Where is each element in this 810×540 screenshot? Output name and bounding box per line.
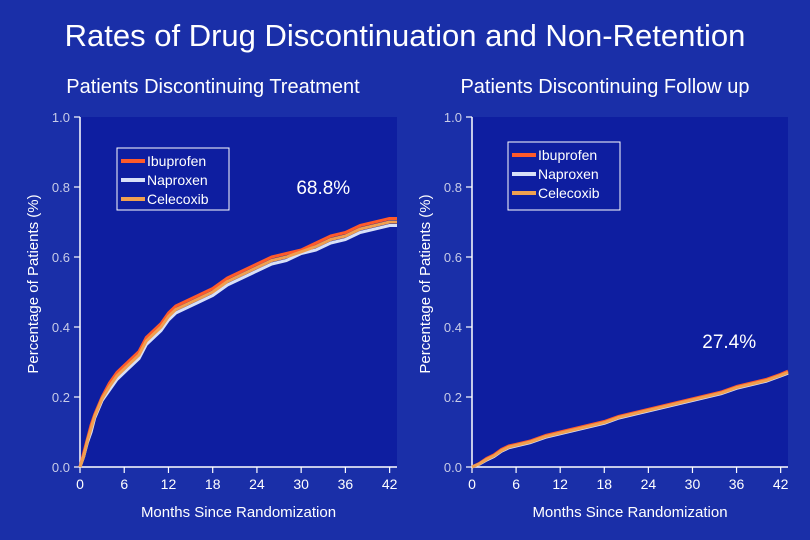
y-tick-label: 0.2 [444,390,462,405]
y-tick-label: 0.6 [444,250,462,265]
x-tick-label: 6 [120,476,128,492]
y-tick-label: 0.8 [444,180,462,195]
legend-label-ibuprofen: Ibuprofen [538,147,597,163]
x-tick-label: 12 [552,476,568,492]
x-tick-label: 24 [249,476,265,492]
x-axis-label: Months Since Randomization [141,504,336,521]
legend-label-celecoxib: Celecoxib [538,185,600,201]
x-tick-label: 36 [338,476,354,492]
x-tick-label: 18 [596,476,612,492]
chart-title: Patients Discontinuing Treatment [66,76,360,98]
y-tick-label: 1.0 [444,110,462,125]
annotation-value: 27.4% [702,332,756,353]
legend-label-celecoxib: Celecoxib [147,191,209,207]
y-tick-label: 0.4 [52,320,70,335]
x-tick-label: 24 [641,476,657,492]
legend-label-ibuprofen: Ibuprofen [147,153,206,169]
chart-panel-1: Patients Discontinuing Treatment 0.0 0.2 0.… [25,76,398,521]
x-tick-label: 30 [685,476,701,492]
x-tick-label: 30 [293,476,309,492]
y-axis-label: Percentage of Patients (%) [25,194,42,373]
x-tick-label: 18 [205,476,221,492]
x-tick-label: 6 [512,476,520,492]
x-tick-label: 42 [773,476,789,492]
x-tick-label: 36 [729,476,745,492]
y-tick-label: 1.0 [52,110,70,125]
series-line-celecoxib [78,220,397,468]
x-tick-label: 12 [161,476,177,492]
x-tick-label: 0 [76,476,84,492]
slide-title: Rates of Drug Discontinuation and Non-Re… [64,18,746,53]
legend: Ibuprofen Naproxen Celecoxib [507,141,621,211]
x-axis-label: Months Since Randomization [532,504,727,521]
y-tick-label: 0.8 [52,180,70,195]
series-line-celecoxib [471,371,789,469]
legend-label-naproxen: Naproxen [147,172,208,188]
legend: Ibuprofen Naproxen Celecoxib [116,147,230,211]
y-tick-label: 0.4 [444,320,462,335]
chart-panel-2: Patients Discontinuing Follow up 0.0 0.2 0.… [417,76,789,521]
x-tick-label: 0 [468,476,476,492]
chart-title: Patients Discontinuing Follow up [460,76,749,98]
x-tick-label: 42 [382,476,398,492]
legend-label-naproxen: Naproxen [538,166,599,182]
y-tick-label: 0.0 [444,460,462,475]
y-tick-label: 0.2 [52,390,70,405]
annotation-value: 68.8% [296,178,350,199]
y-tick-label: 0.6 [52,250,70,265]
y-axis-label: Percentage of Patients (%) [417,194,434,373]
y-tick-label: 0.0 [52,460,70,475]
